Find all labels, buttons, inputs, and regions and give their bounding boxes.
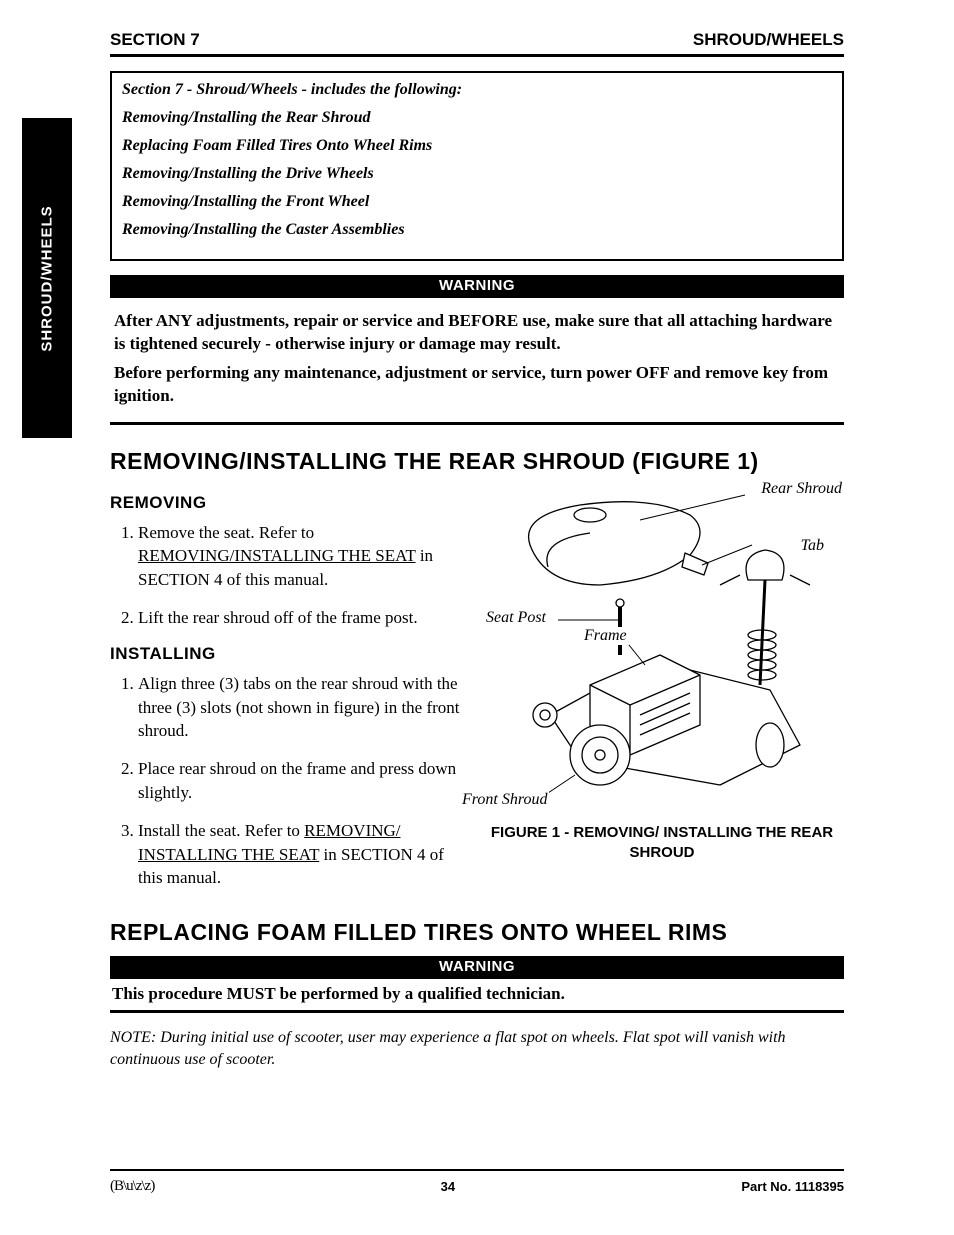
installing-steps: Align three (3) tabs on the rear shroud … xyxy=(110,672,460,890)
list-item: Remove the seat. Refer to REMOVING/INSTA… xyxy=(138,521,460,592)
page-footer: (B\u\z\z) 34 Part No. 1118395 xyxy=(110,1178,844,1195)
toc-item: Replacing Foam Filled Tires Onto Wheel R… xyxy=(122,137,832,155)
fig-label-seat-post: Seat Post xyxy=(484,609,548,627)
page-header: SECTION 7 SHROUD/WHEELS xyxy=(110,30,844,57)
two-column-layout: REMOVING Remove the seat. Refer to REMOV… xyxy=(110,485,844,905)
figure-1: Rear Shroud Tab Seat Post Frame Front Sh… xyxy=(490,485,844,815)
fig-label-front-shroud: Front Shroud xyxy=(460,791,549,809)
brand-logo: (B\u\z\z) xyxy=(110,1178,154,1195)
removing-steps: Remove the seat. Refer to REMOVING/INSTA… xyxy=(110,521,460,630)
fig-label-rear-shroud: Rear Shroud xyxy=(759,479,844,498)
figure-caption: FIGURE 1 - REMOVING/ INSTALLING THE REAR… xyxy=(480,823,844,864)
page-number: 34 xyxy=(441,1179,455,1194)
list-item: Align three (3) tabs on the rear shroud … xyxy=(138,672,460,743)
step-text: Remove the seat. Refer to xyxy=(138,523,314,542)
left-column: REMOVING Remove the seat. Refer to REMOV… xyxy=(110,485,460,905)
warning-text: Before performing any maintenance, adjus… xyxy=(114,362,842,408)
step-text: Install the seat. Refer to xyxy=(138,821,304,840)
footer-rule xyxy=(110,1169,844,1171)
side-tab-label: SHROUD/WHEELS xyxy=(39,205,56,351)
scooter-diagram xyxy=(490,485,844,815)
fig-label-tab: Tab xyxy=(799,537,826,555)
list-item: Lift the rear shroud off of the frame po… xyxy=(138,606,460,630)
warning-body: After ANY adjustments, repair or service… xyxy=(110,296,844,425)
note-text: NOTE: During initial use of scooter, use… xyxy=(110,1027,844,1072)
warning-bar: WARNING xyxy=(110,956,844,977)
list-item: Install the seat. Refer to REMOVING/ INS… xyxy=(138,819,460,890)
warning-text: After ANY adjustments, repair or service… xyxy=(114,310,842,356)
toc-title: Section 7 - Shroud/Wheels - includes the… xyxy=(122,81,832,99)
right-column: Rear Shroud Tab Seat Post Frame Front Sh… xyxy=(480,485,844,864)
fig-label-frame: Frame xyxy=(582,627,629,645)
section-heading: REPLACING FOAM FILLED TIRES ONTO WHEEL R… xyxy=(110,918,844,948)
side-tab: SHROUD/WHEELS xyxy=(22,118,72,438)
toc-item: Removing/Installing the Front Wheel xyxy=(122,193,832,211)
section-heading: REMOVING/INSTALLING THE REAR SHROUD (FIG… xyxy=(110,447,844,477)
toc-item: Removing/Installing the Drive Wheels xyxy=(122,165,832,183)
toc-item: Removing/Installing the Rear Shroud xyxy=(122,109,832,127)
subheading-removing: REMOVING xyxy=(110,493,460,513)
part-number: Part No. 1118395 xyxy=(741,1179,844,1194)
toc-item: Removing/Installing the Caster Assemblie… xyxy=(122,221,832,239)
step-link: REMOVING/INSTALLING THE SEAT xyxy=(138,546,416,565)
warning-body: This procedure MUST be performed by a qu… xyxy=(110,977,844,1013)
warning-text: This procedure MUST be performed by a qu… xyxy=(112,984,565,1003)
header-title: SHROUD/WHEELS xyxy=(693,30,844,50)
list-item: Place rear shroud on the frame and press… xyxy=(138,757,460,805)
warning-bar: WARNING xyxy=(110,275,844,296)
header-section: SECTION 7 xyxy=(110,30,200,50)
toc-box: Section 7 - Shroud/Wheels - includes the… xyxy=(110,71,844,261)
subheading-installing: INSTALLING xyxy=(110,644,460,664)
